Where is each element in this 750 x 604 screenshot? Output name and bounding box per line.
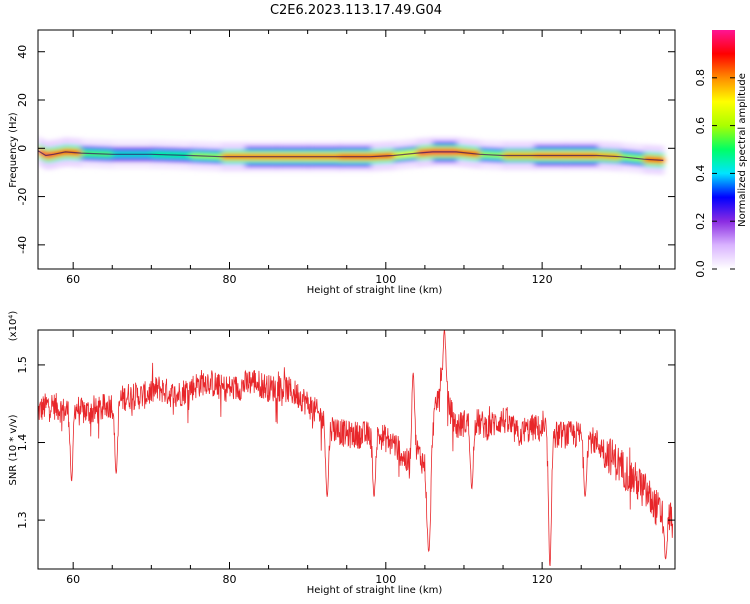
bot-frame (37, 329, 676, 570)
top-frame (37, 29, 676, 270)
top-xtick-label: 60 (66, 273, 80, 286)
top-xtick-label: 100 (375, 273, 396, 286)
bot-ytick-label: 1.3 (16, 511, 29, 529)
colorbar-tick-label: 0.6 (694, 117, 707, 135)
colorbar-tick-label: 0.4 (694, 165, 707, 183)
colorbar-tick-label: 0.8 (694, 69, 707, 87)
top-xtick-label: 80 (222, 273, 236, 286)
ridge-centerline (38, 150, 664, 161)
colorbar: 0.0 0.2 0.4 0.6 0.8 Normalized spectral ampli… (694, 30, 748, 278)
top-ylabel: Frequency (Hz) (8, 112, 19, 188)
figure-title: C2E6.2023.113.17.49.G04 (270, 3, 442, 18)
bot-ytick-label: 1.4 (16, 434, 29, 452)
colorbar-tick-label: 0.2 (694, 212, 707, 230)
bot-ytick-label: 1.5 (16, 356, 29, 374)
bot-xlabel: Height of straight line (km) (307, 585, 443, 596)
snr-line (38, 330, 674, 567)
bot-xtick-label: 80 (222, 573, 236, 586)
bot-xtick-label: 120 (532, 573, 553, 586)
top-ytick-label: 40 (16, 45, 29, 59)
snr-series (38, 330, 674, 567)
top-ytick-label: -20 (16, 188, 29, 206)
bot-xtick-label: 60 (66, 573, 80, 586)
spectrogram-plot: 60 80 100 120 -40 -20 0 20 40 Height of straight … (8, 29, 676, 296)
top-xtick-label: 120 (532, 273, 553, 286)
top-ytick-label: 20 (16, 93, 29, 107)
top-ytick-label: 0 (16, 145, 29, 152)
top-ytick-label: -40 (16, 236, 29, 254)
bot-ylabel: SNR (10 * v/v) (8, 414, 19, 485)
bot-yscale-label: (x10⁴) (8, 311, 19, 342)
spectrogram-content (38, 136, 665, 175)
bot-xtick-label: 100 (375, 573, 396, 586)
top-xlabel: Height of straight line (km) (307, 285, 443, 296)
snr-plot: 60 80 100 120 1.3 1.4 1.5 Height of straight li… (8, 311, 676, 596)
colorbar-label: Normalized spectral amplitude (737, 73, 748, 227)
colorbar-bar (712, 30, 735, 269)
colorbar-tick-label: 0.0 (694, 260, 707, 278)
